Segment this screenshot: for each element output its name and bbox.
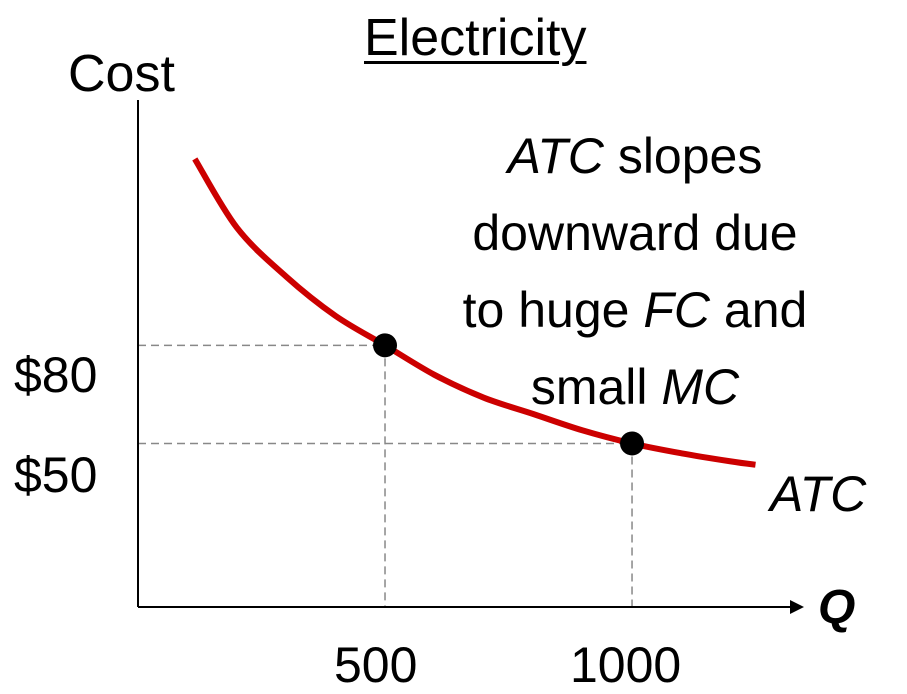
series-layer [192, 157, 756, 468]
annotation-line-2: to huge FC and [390, 272, 880, 349]
annotation-segment: ATC [507, 128, 604, 184]
annotation-segment: and [710, 282, 808, 338]
annotation-segment: slopes [603, 128, 763, 184]
annotation-line-3: small MC [390, 349, 880, 426]
x-axis-label: Q [818, 581, 856, 634]
series-line-atc [192, 157, 756, 468]
y-tick-label-50: $50 [14, 447, 98, 503]
annotation-segment: FC [643, 282, 711, 338]
annotation-line-1: downward due [390, 195, 880, 272]
axes [137, 100, 804, 614]
chart-title: Electricity [364, 9, 587, 67]
y-tick-label-80: $80 [14, 347, 98, 403]
data-point-1000 [620, 431, 645, 456]
guide-lines [138, 344, 633, 607]
data-point-500 [373, 333, 398, 358]
y-axis-label: Cost [68, 45, 175, 103]
highlighted-points [373, 333, 645, 456]
series-label-atc: ATC [770, 466, 867, 522]
annotation-segment: small [530, 359, 662, 415]
x-tick-label-500: 500 [334, 637, 418, 693]
chart-annotation: ATC slopes downward due to huge FC and smal… [390, 118, 880, 426]
annotation-line-0: ATC slopes [390, 118, 880, 195]
x-axis-arrow [790, 600, 804, 614]
annotation-segment: MC [661, 359, 740, 415]
annotation-segment: downward due [472, 205, 798, 261]
x-tick-label-1000: 1000 [570, 637, 682, 693]
annotation-segment: to huge [462, 282, 644, 338]
